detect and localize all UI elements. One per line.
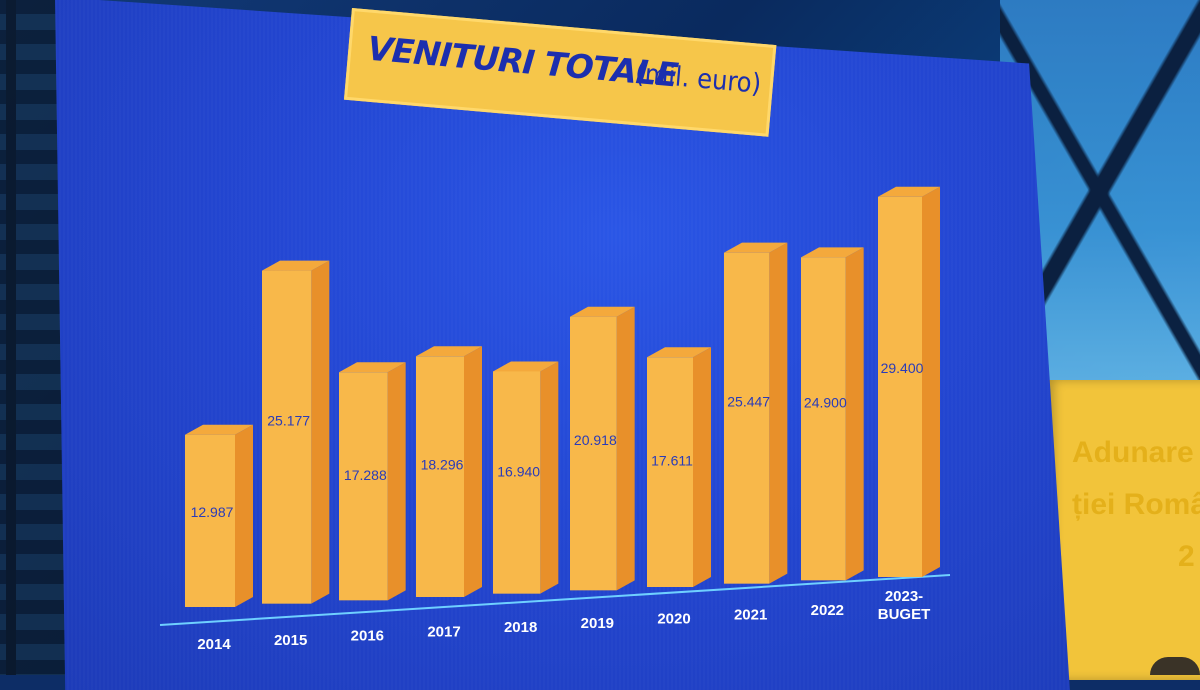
bar-value-label: 24.900 [804,395,847,411]
bar [493,371,541,594]
bar-side [769,242,788,584]
bar-chart: 12.987 2014 25.177 2015 17.288 2016 18.296 2017… [159,186,951,653]
bar [801,257,846,581]
bar [647,357,693,587]
bar-value-label: 12.987 [191,504,234,520]
bar [185,434,235,607]
bar-side [464,346,482,597]
x-tick-label: 2020 [657,611,690,628]
bar [724,252,770,584]
bar-value-label: 17.288 [344,467,387,483]
bar-value-label: 16.940 [497,463,540,479]
x-tick-label: 2017 [427,623,460,640]
bar-top [262,260,330,271]
bar-top [493,361,559,372]
bar-top [416,346,482,357]
bar-side [540,361,559,594]
bar-top [185,424,253,435]
bar [878,196,922,577]
x-tick-label: 2022 [811,602,844,619]
x-tick-label: 2016 [351,628,384,645]
bar-top [878,186,940,197]
bar [416,356,464,597]
x-tick-label: 2019 [581,615,614,632]
x-tick-label: 2015 [274,632,307,649]
audience-head [1150,657,1200,675]
bar-side [922,186,940,577]
x-tick-label: 2021 [734,606,767,623]
banner-line-1: Adunare [1072,436,1194,469]
bar-value-label: 25.447 [727,394,770,410]
bar-side [387,362,406,601]
bar [339,372,388,601]
x-axis-line [159,574,951,626]
bar-top [647,347,711,358]
bar-top [570,306,635,317]
banner-line-2: ției Româ [1072,488,1200,521]
x-tick-label: BUGET [878,606,931,623]
bar-side [845,247,864,581]
bar-value-label: 20.918 [574,432,617,448]
bar-side [311,260,330,604]
banner-line-3: 2 [1178,540,1195,573]
bar [570,316,617,591]
bar-side [693,347,711,587]
bar-value-label: 17.611 [651,453,693,469]
bar-side [235,424,253,607]
bar-value-label: 18.296 [421,457,464,473]
x-tick-label: 2018 [504,619,537,636]
bar-top [801,247,864,258]
event-banner: Adunare ției Româ 2 [1048,380,1200,680]
bar-value-label: 25.177 [267,412,310,428]
bar-top [339,362,406,373]
bar-top [724,242,788,253]
bar-side [616,306,635,591]
x-tick-label: 2014 [197,636,231,653]
bar-value-label: 29.400 [881,360,924,376]
x-tick-label: 2023- [885,588,923,605]
bar [262,270,312,604]
